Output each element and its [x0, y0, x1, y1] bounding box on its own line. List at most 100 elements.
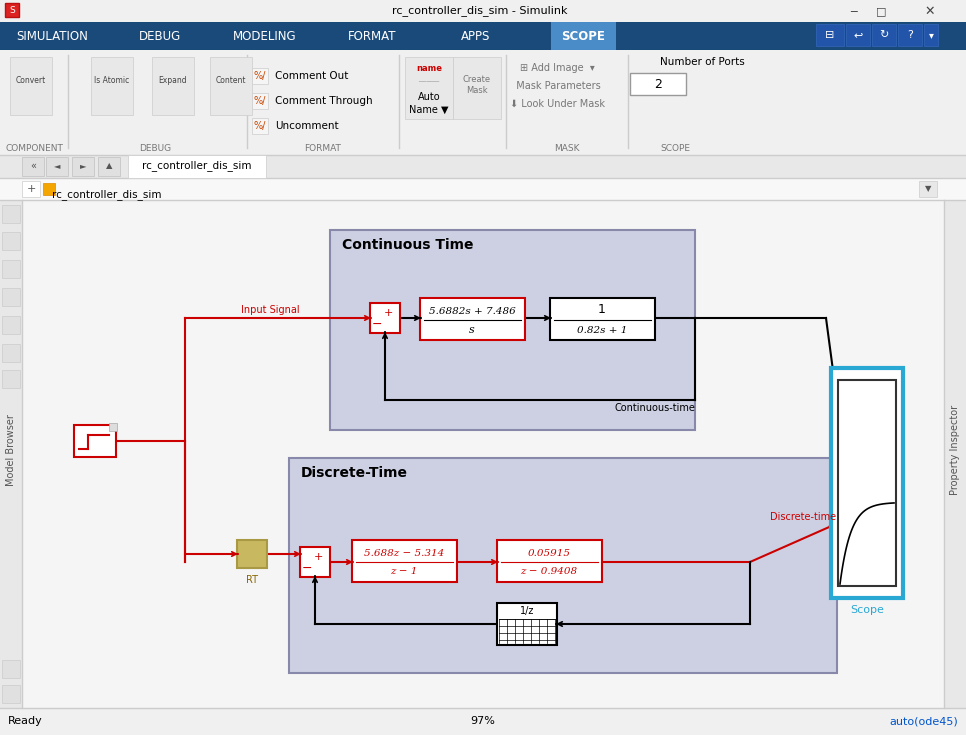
Bar: [453, 57, 501, 119]
Bar: [2, 205, 20, 223]
Text: RT: RT: [246, 575, 258, 585]
Bar: [2, 344, 20, 362]
Text: 5.6882s + 7.486: 5.6882s + 7.486: [429, 306, 516, 315]
Text: Content: Content: [215, 76, 246, 85]
Bar: [2, 260, 20, 278]
Text: 5.688z − 5.314: 5.688z − 5.314: [364, 548, 444, 558]
Bar: [550, 298, 655, 340]
Bar: [0, 200, 22, 708]
Text: %/: %/: [254, 121, 267, 131]
Text: name: name: [416, 63, 442, 73]
Text: ◄: ◄: [54, 162, 60, 171]
Bar: [840, 2, 866, 20]
Text: Uncomment: Uncomment: [275, 121, 339, 131]
Bar: [109, 423, 117, 431]
Text: −: −: [372, 318, 383, 331]
Text: Property Inspector: Property Inspector: [950, 405, 960, 495]
Text: SCOPE: SCOPE: [660, 143, 690, 152]
Bar: [898, 24, 922, 46]
Text: ►: ►: [80, 162, 86, 171]
Bar: [352, 540, 457, 582]
Bar: [831, 368, 903, 598]
Bar: [252, 118, 268, 134]
Bar: [2, 660, 20, 678]
Text: rc_controller_dis_sim - Simulink: rc_controller_dis_sim - Simulink: [392, 6, 568, 16]
Text: SIMULATION: SIMULATION: [16, 29, 88, 43]
Text: S: S: [9, 5, 14, 15]
Text: Continuous-time: Continuous-time: [614, 403, 695, 413]
Text: 1/z: 1/z: [520, 606, 534, 616]
Text: ↻: ↻: [879, 30, 889, 40]
Bar: [74, 425, 116, 457]
Text: 0.82s + 1: 0.82s + 1: [577, 326, 627, 334]
Bar: [944, 200, 966, 708]
Text: Number of Ports: Number of Ports: [660, 57, 745, 67]
Text: ⬇ Look Under Mask: ⬇ Look Under Mask: [510, 99, 605, 109]
Text: □: □: [876, 6, 886, 16]
Text: Name ▼: Name ▼: [410, 105, 449, 115]
Bar: [497, 540, 602, 582]
Text: %/: %/: [254, 71, 267, 81]
Text: Create
Mask: Create Mask: [463, 75, 491, 95]
Text: %/: %/: [254, 96, 267, 106]
Text: 1: 1: [598, 303, 606, 315]
Text: Mask Parameters: Mask Parameters: [510, 81, 601, 91]
Text: Is Atomic: Is Atomic: [95, 76, 129, 85]
Bar: [838, 380, 896, 586]
Bar: [924, 24, 938, 46]
Bar: [0, 178, 966, 200]
Bar: [91, 57, 133, 115]
Bar: [22, 157, 44, 176]
Text: −: −: [301, 562, 312, 575]
Text: FORMAT: FORMAT: [304, 143, 341, 152]
Text: Scope: Scope: [850, 605, 884, 615]
Text: ↩: ↩: [853, 30, 863, 40]
Bar: [0, 155, 966, 178]
Bar: [551, 22, 616, 50]
Text: rc_controller_dis_sim: rc_controller_dis_sim: [52, 190, 161, 201]
Bar: [10, 57, 52, 115]
Text: Discrete-Time: Discrete-Time: [301, 466, 408, 480]
Text: Comment Through: Comment Through: [275, 96, 373, 106]
Text: FORMAT: FORMAT: [348, 29, 396, 43]
Bar: [2, 316, 20, 334]
Text: «: «: [30, 161, 36, 171]
Bar: [420, 298, 525, 340]
Bar: [210, 57, 252, 115]
Bar: [2, 370, 20, 388]
Bar: [2, 685, 20, 703]
Bar: [846, 24, 870, 46]
Bar: [72, 157, 94, 176]
Text: Input Signal: Input Signal: [241, 305, 299, 315]
Bar: [237, 540, 267, 568]
Text: ▲: ▲: [105, 162, 112, 171]
Bar: [868, 2, 894, 20]
Bar: [0, 708, 966, 735]
Text: ─: ─: [850, 6, 857, 16]
Bar: [872, 24, 896, 46]
Text: Model Browser: Model Browser: [6, 414, 16, 486]
Text: +: +: [313, 552, 323, 562]
Bar: [919, 181, 937, 197]
Bar: [300, 547, 330, 577]
Text: SCOPE: SCOPE: [561, 29, 605, 43]
Bar: [0, 50, 966, 155]
Text: Discrete-time: Discrete-time: [770, 512, 837, 522]
Bar: [128, 155, 266, 178]
Text: MASK: MASK: [554, 143, 580, 152]
Bar: [0, 22, 966, 50]
Bar: [0, 0, 966, 22]
Text: +: +: [384, 308, 393, 318]
Bar: [46, 157, 68, 176]
Text: ─────: ─────: [418, 79, 440, 85]
Bar: [98, 157, 120, 176]
Bar: [0, 50, 966, 155]
Text: Expand: Expand: [158, 76, 187, 85]
Text: COMPONENT: COMPONENT: [5, 143, 63, 152]
Text: APPS: APPS: [462, 29, 491, 43]
Bar: [2, 288, 20, 306]
Bar: [152, 57, 194, 115]
Text: ⊟: ⊟: [825, 30, 835, 40]
Text: ✕: ✕: [924, 4, 935, 18]
Text: 97%: 97%: [470, 716, 496, 726]
